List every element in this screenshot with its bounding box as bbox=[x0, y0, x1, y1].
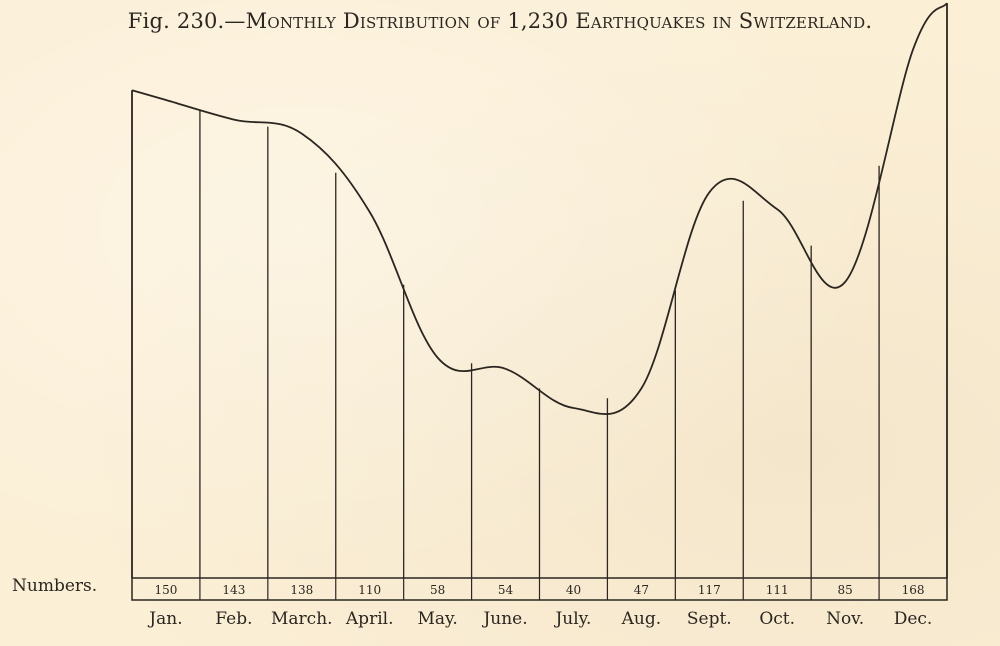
numbers-table bbox=[131, 577, 948, 601]
month-label: Oct. bbox=[759, 609, 795, 629]
month-dividers bbox=[131, 3, 948, 578]
numbers-row-label: Numbers. bbox=[12, 576, 97, 596]
month-label: Sept. bbox=[687, 609, 732, 629]
value-labels: 150 143 138 110 58 54 40 47 117 111 85 168 bbox=[155, 583, 925, 597]
figure-number: Fig. 230.— bbox=[127, 9, 246, 33]
value-label: 85 bbox=[837, 583, 852, 597]
month-label: April. bbox=[345, 609, 394, 629]
value-label: 58 bbox=[430, 583, 445, 597]
figure-title: Fig. 230.—Monthly Distribution of 1,230 … bbox=[0, 8, 1000, 34]
value-label: 168 bbox=[902, 583, 925, 597]
month-label: Nov. bbox=[826, 609, 864, 629]
figure-title-text: Monthly Distribution of 1,230 Earthquake… bbox=[245, 9, 873, 33]
month-label: Aug. bbox=[621, 609, 662, 629]
value-label: 138 bbox=[290, 583, 313, 597]
month-label: Feb. bbox=[215, 609, 252, 629]
distribution-curve bbox=[131, 2, 948, 415]
value-label: 117 bbox=[698, 583, 721, 597]
value-label: 143 bbox=[222, 583, 245, 597]
month-label: Dec. bbox=[894, 609, 933, 629]
month-label: March. bbox=[271, 609, 333, 629]
value-label: 40 bbox=[566, 583, 581, 597]
value-label: 150 bbox=[155, 583, 178, 597]
value-label: 54 bbox=[498, 583, 514, 597]
value-label: 110 bbox=[358, 583, 381, 597]
month-labels: Jan. Feb. March. April. May. June. July. Aug. Se… bbox=[147, 609, 932, 629]
value-label: 111 bbox=[766, 583, 789, 597]
month-label: Jan. bbox=[147, 609, 182, 629]
month-label: June. bbox=[481, 609, 527, 629]
month-label: July. bbox=[553, 609, 591, 629]
value-label: 47 bbox=[634, 583, 649, 597]
month-label: May. bbox=[417, 609, 457, 629]
